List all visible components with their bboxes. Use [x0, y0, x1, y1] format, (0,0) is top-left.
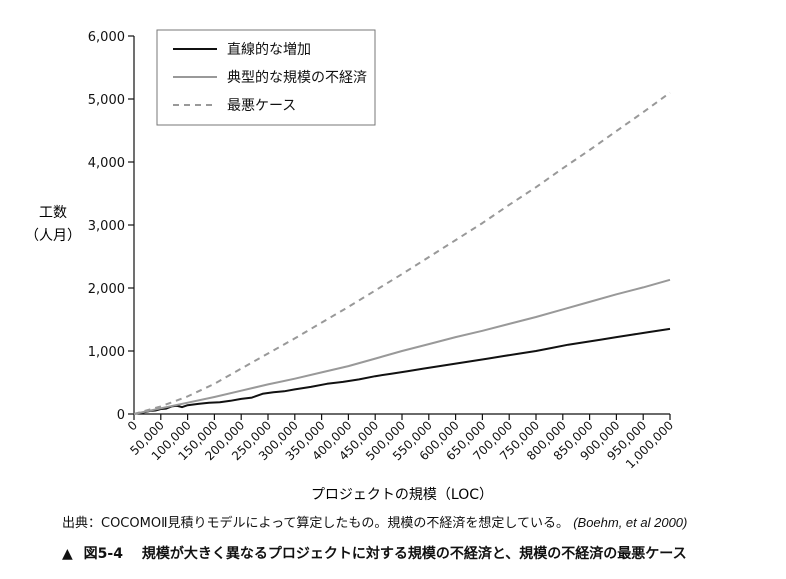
triangle-icon: ▲	[62, 546, 73, 562]
source-text: 出典：COCOMOⅡ見積りモデルによって算定したもの。規模の不経済を想定している…	[62, 516, 570, 531]
x-axis-label: プロジェクトの規模（LOC）	[311, 487, 493, 503]
y-axis-label-line1: 工数	[39, 205, 67, 221]
y-tick-label: 0	[117, 408, 125, 423]
series-layer	[133, 91, 671, 415]
source-citation: (Boehm, et al 2000)	[573, 515, 688, 530]
series-line	[133, 278, 671, 415]
y-tick-label: 5,000	[88, 93, 125, 108]
y-tick-label: 1,000	[88, 345, 125, 360]
figure-caption: ▲ 図5-4 規模が大きく異なるプロジェクトに対する規模の不経済と、規模の不経済…	[62, 543, 687, 563]
legend-label: 典型的な規模の不経済	[227, 70, 367, 86]
y-tick-label: 2,000	[88, 282, 125, 297]
legend-label: 直線的な増加	[227, 41, 311, 58]
y-axis-label-line2: （人月）	[25, 228, 81, 244]
effort-vs-size-chart: 01,0002,0003,0004,0005,0006,000050,00010…	[25, 29, 676, 503]
series-line	[139, 327, 671, 415]
legend-label: 最悪ケース	[227, 98, 296, 114]
y-tick-label: 3,000	[88, 219, 125, 234]
series-line	[133, 91, 671, 415]
source-note: 出典：COCOMOⅡ見積りモデルによって算定したもの。規模の不経済を想定している…	[62, 512, 687, 531]
y-tick-label: 4,000	[88, 156, 125, 171]
figure-number: 図5-4	[83, 546, 123, 562]
x-tick-label: 0	[125, 418, 140, 433]
caption-text: 規模が大きく異なるプロジェクトに対する規模の不経済と、規模の不経済の最悪ケース	[141, 546, 687, 562]
y-tick-label: 6,000	[88, 30, 125, 45]
